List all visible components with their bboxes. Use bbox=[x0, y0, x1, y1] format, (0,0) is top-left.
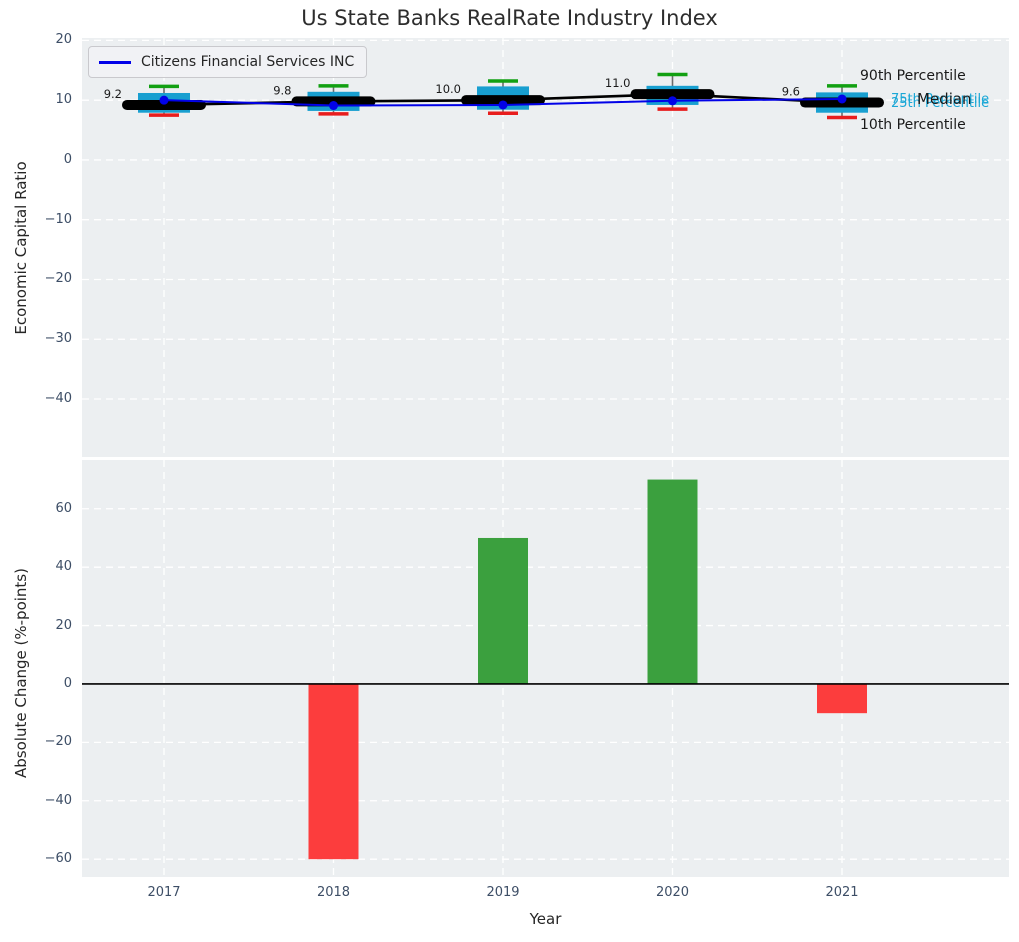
bar-2021 bbox=[817, 683, 867, 714]
xtick-2020: 2020 bbox=[655, 885, 690, 900]
top-ytick-−30: −30 bbox=[44, 331, 72, 347]
top-ytick-20: 20 bbox=[55, 32, 72, 48]
median-annotation-2017: 9.2 bbox=[104, 87, 122, 101]
median-annotation-2021: 9.6 bbox=[782, 85, 800, 99]
label-75th-percentile: 75th Percentile bbox=[891, 92, 990, 107]
top-ytick-0: 0 bbox=[63, 151, 72, 167]
legend-line-swatch bbox=[99, 60, 131, 64]
xtick-2019: 2019 bbox=[486, 885, 520, 900]
bar-2018 bbox=[308, 683, 359, 860]
company-point-2019 bbox=[498, 100, 508, 110]
median-annotation-2020: 11.0 bbox=[605, 76, 631, 90]
top-ytick-−40: −40 bbox=[44, 391, 72, 407]
bottom-ytick-−60: −60 bbox=[44, 851, 72, 867]
company-point-2018 bbox=[329, 101, 338, 111]
xtick-2017: 2017 bbox=[147, 885, 181, 900]
top-ytick-10: 10 bbox=[55, 92, 72, 108]
label-10th-percentile: 10th Percentile bbox=[860, 117, 966, 133]
bottom-ytick-−40: −40 bbox=[44, 792, 72, 808]
xtick-2021: 2021 bbox=[825, 885, 859, 900]
company-point-2017 bbox=[159, 95, 169, 105]
company-point-2020 bbox=[668, 96, 677, 106]
bar-2020 bbox=[647, 479, 698, 684]
xtick-2018: 2018 bbox=[316, 885, 351, 900]
bottom-ytick-20: 20 bbox=[55, 617, 72, 633]
label-median: Median bbox=[917, 90, 972, 108]
company-point-2021 bbox=[837, 94, 847, 104]
bottom-ytick-60: 60 bbox=[55, 500, 72, 516]
median-annotation-2018: 9.8 bbox=[273, 83, 291, 97]
top-ytick-−20: −20 bbox=[44, 271, 72, 287]
top-ytick-−10: −10 bbox=[44, 211, 72, 227]
label-90th-percentile: 90th Percentile bbox=[860, 68, 966, 84]
bottom-plot-canvas bbox=[82, 460, 1009, 877]
top-ylabel: Economic Capital Ratio bbox=[12, 161, 30, 335]
bottom-plot-bg bbox=[82, 460, 1009, 877]
legend-label: Citizens Financial Services INC bbox=[141, 54, 355, 70]
xlabel: Year bbox=[529, 910, 562, 928]
bottom-ytick-−20: −20 bbox=[44, 734, 72, 750]
top-plot-canvas: 9.2 9.8 10.0 11.0 9.6 bbox=[82, 38, 1009, 457]
bottom-ytick-0: 0 bbox=[63, 675, 72, 691]
legend: Citizens Financial Services INC bbox=[88, 46, 368, 78]
bottom-ytick-40: 40 bbox=[55, 559, 72, 575]
median-annotation-2019: 10.0 bbox=[435, 82, 461, 96]
label-25th-percentile: 25th Percentile bbox=[891, 96, 990, 111]
bar-2019 bbox=[478, 537, 528, 684]
chart-title: Us State Banks RealRate Industry Index bbox=[301, 6, 718, 30]
